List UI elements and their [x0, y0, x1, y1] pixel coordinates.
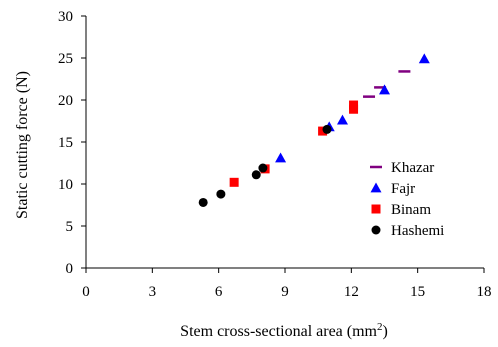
x-tick-label: 15: [410, 284, 425, 300]
y-axis-ticks: 0 5 10 15 20 25 30: [58, 9, 86, 277]
legend-label-khazar: Khazar: [391, 160, 434, 176]
y-tick-label: 15: [58, 135, 73, 151]
y-tick-label: 20: [58, 93, 73, 109]
x-axis-title-main: Stem cross-sectional area (mm: [180, 323, 377, 340]
fajr-point: [275, 152, 287, 163]
hashemi-point: [198, 197, 208, 207]
x-tick-label: 12: [344, 284, 359, 300]
x-tick-label: 6: [215, 284, 223, 300]
data-points: [198, 53, 430, 207]
x-axis-ticks: 0 3 6 9 12 15 18: [82, 268, 492, 300]
fajr-point: [336, 114, 348, 125]
legend-marker-binam: [371, 204, 381, 214]
x-tick-label: 18: [477, 284, 492, 300]
fajr-point: [379, 84, 390, 95]
y-axis-title: Static cutting force (N): [14, 71, 31, 219]
binam-point: [349, 100, 359, 110]
x-axis-title-sup: 2: [377, 321, 383, 333]
x-tick-label: 0: [82, 284, 90, 300]
legend: Khazar Fajr Binam Hashemi: [370, 160, 444, 239]
hashemi-point: [251, 170, 261, 180]
x-tick-label: 9: [281, 284, 289, 300]
legend-label-binam: Binam: [391, 202, 431, 218]
x-axis-title-suffix: ): [383, 323, 388, 340]
legend-marker-fajr: [370, 182, 382, 193]
y-tick-label: 0: [66, 261, 74, 277]
legend-marker-hashemi: [371, 225, 381, 235]
x-axis-title: Stem cross-sectional area (mm2): [180, 321, 388, 340]
x-tick-label: 3: [149, 284, 157, 300]
binam-point: [229, 177, 239, 187]
y-tick-label: 30: [58, 9, 73, 25]
hashemi-point: [322, 124, 332, 134]
legend-label-fajr: Fajr: [391, 181, 415, 197]
y-tick-label: 25: [58, 51, 73, 67]
binam-point: [318, 126, 328, 136]
y-tick-label: 5: [66, 219, 74, 235]
legend-label-hashemi: Hashemi: [391, 223, 444, 239]
hashemi-point: [258, 163, 268, 173]
y-tick-label: 10: [58, 177, 73, 193]
fajr-point: [418, 53, 430, 64]
hashemi-point: [216, 189, 226, 199]
